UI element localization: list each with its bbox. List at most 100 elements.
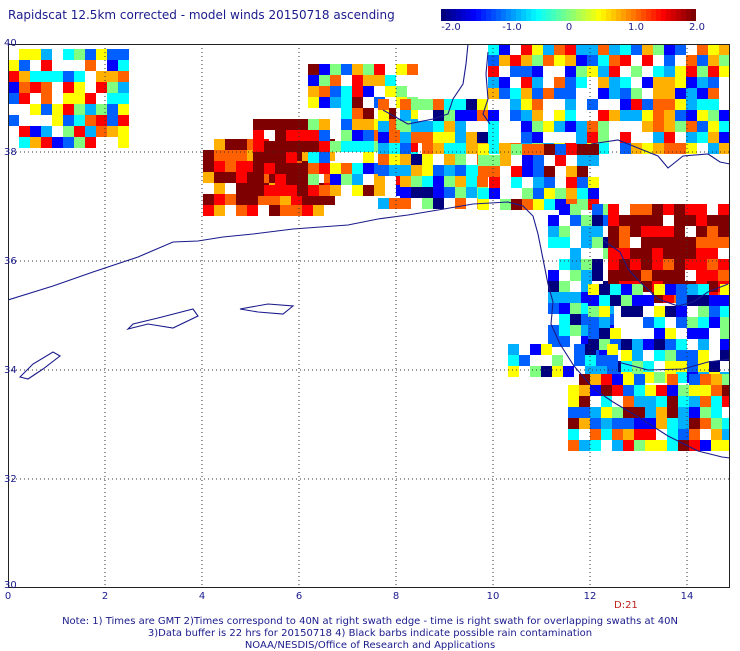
wind-cell bbox=[389, 198, 400, 209]
wind-cell bbox=[378, 99, 389, 110]
wind-cell bbox=[621, 284, 632, 295]
wind-cell bbox=[652, 248, 663, 259]
wind-cell bbox=[214, 139, 225, 150]
map-frame bbox=[8, 44, 730, 588]
wind-cell bbox=[532, 99, 543, 110]
wind-cell bbox=[389, 132, 400, 143]
wind-cell bbox=[455, 176, 466, 187]
coast-sicily bbox=[590, 139, 730, 169]
wind-cell bbox=[341, 97, 352, 108]
wind-cell bbox=[352, 163, 363, 174]
wind-cell bbox=[587, 55, 598, 66]
wind-cell bbox=[74, 115, 85, 126]
wind-cell bbox=[623, 396, 634, 407]
wind-cell bbox=[543, 121, 554, 132]
wind-cell bbox=[532, 132, 543, 143]
wind-cell bbox=[665, 361, 676, 372]
wind-cell bbox=[620, 77, 631, 88]
wind-cell bbox=[685, 215, 696, 226]
coast-island-mid bbox=[126, 308, 199, 331]
wind-cell bbox=[588, 295, 599, 306]
wind-cell bbox=[708, 121, 719, 132]
wind-cell bbox=[566, 177, 577, 188]
colorbar-segment bbox=[671, 9, 677, 21]
wind-cell bbox=[63, 137, 74, 148]
wind-cell bbox=[612, 440, 623, 451]
wind-cell bbox=[41, 71, 52, 82]
wind-cell bbox=[630, 226, 641, 237]
wind-cell bbox=[698, 339, 709, 350]
wind-cell bbox=[664, 88, 675, 99]
wind-cell bbox=[532, 121, 543, 132]
wind-cell bbox=[422, 143, 433, 154]
wind-cell bbox=[63, 104, 74, 115]
wind-cell bbox=[478, 155, 489, 166]
wind-cell bbox=[400, 165, 411, 176]
wind-cell bbox=[623, 440, 634, 451]
wind-cell bbox=[590, 418, 601, 429]
wind-cell bbox=[555, 155, 566, 166]
wind-cell bbox=[530, 344, 541, 355]
wind-cell bbox=[107, 93, 118, 104]
wind-cell bbox=[319, 75, 330, 86]
wind-cell bbox=[563, 366, 574, 377]
wind-cell bbox=[568, 440, 579, 451]
wind-cell bbox=[707, 281, 718, 292]
wind-cell bbox=[579, 385, 590, 396]
colorbar-segment bbox=[636, 9, 642, 21]
wind-cell bbox=[592, 237, 603, 248]
wind-cell bbox=[352, 119, 363, 130]
wind-cell bbox=[696, 248, 707, 259]
wind-cell bbox=[588, 144, 599, 155]
wind-cell bbox=[665, 350, 676, 361]
wind-cell bbox=[599, 339, 610, 350]
colorbar-segment bbox=[556, 9, 562, 21]
wind-cell bbox=[455, 143, 466, 154]
wind-cell bbox=[623, 418, 634, 429]
wind-cell bbox=[554, 110, 565, 121]
wind-cell bbox=[214, 183, 225, 194]
wind-cell bbox=[607, 366, 618, 377]
wind-cell bbox=[532, 44, 543, 55]
wind-cell bbox=[247, 194, 258, 205]
wind-cell bbox=[96, 115, 107, 126]
wind-cell bbox=[510, 66, 521, 77]
wind-cell bbox=[697, 110, 708, 121]
wind-cell bbox=[286, 163, 297, 174]
wind-cell bbox=[19, 126, 30, 137]
wind-cell bbox=[41, 137, 52, 148]
wind-cell bbox=[598, 55, 609, 66]
wind-cell bbox=[19, 49, 30, 60]
wind-cell bbox=[708, 110, 719, 121]
wind-cell bbox=[634, 385, 645, 396]
wind-cell bbox=[302, 150, 313, 161]
wind-cell bbox=[422, 154, 433, 165]
wind-cell bbox=[297, 185, 308, 196]
wind-cell bbox=[236, 161, 247, 172]
wind-cell bbox=[302, 194, 313, 205]
wind-cell bbox=[675, 77, 686, 88]
wind-cell bbox=[631, 88, 642, 99]
wind-cell bbox=[247, 139, 258, 150]
wind-cell bbox=[588, 177, 599, 188]
wind-cell bbox=[581, 325, 592, 336]
wind-cell bbox=[592, 226, 603, 237]
wind-cell bbox=[400, 110, 411, 121]
wind-cell bbox=[667, 407, 678, 418]
wind-cell bbox=[396, 64, 407, 75]
wind-cell bbox=[330, 75, 341, 86]
wind-cell bbox=[587, 132, 598, 143]
wind-cell bbox=[407, 108, 418, 119]
lon-label: 14 bbox=[680, 591, 694, 602]
wind-cell bbox=[96, 82, 107, 93]
wind-cell bbox=[632, 339, 643, 350]
wind-cell bbox=[642, 99, 653, 110]
wind-cell bbox=[8, 71, 19, 82]
wind-cell bbox=[632, 350, 643, 361]
wind-cell bbox=[612, 385, 623, 396]
colorbar-segment bbox=[451, 9, 457, 21]
wind-cell bbox=[686, 110, 697, 121]
wind-cell bbox=[601, 429, 612, 440]
wind-cell bbox=[203, 172, 214, 183]
lon-label: 0 bbox=[4, 591, 12, 602]
